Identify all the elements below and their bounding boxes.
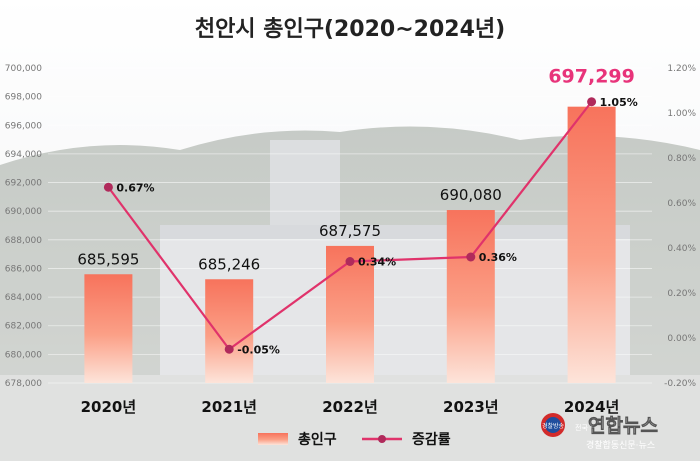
rate-marker: [466, 252, 476, 262]
bar-value-label: 690,080: [440, 186, 502, 204]
category-label: 2024년: [564, 398, 620, 416]
left-tick-label: 688,000: [5, 236, 42, 246]
right-tick-label: 1.00%: [667, 109, 696, 119]
logo-name: 연합뉴스: [588, 415, 658, 437]
line-series: [103, 97, 597, 354]
left-tick-label: 690,000: [5, 207, 42, 217]
bar: [446, 210, 495, 383]
rate-marker: [345, 257, 355, 266]
logo-inner: [545, 417, 561, 433]
rate-value-label: 0.67%: [116, 181, 154, 194]
rate-value-label: -0.05%: [237, 343, 280, 356]
logo-badge-text: 경찰방송: [542, 422, 565, 430]
rate-marker: [103, 182, 113, 192]
left-tick-label: 692,000: [5, 179, 42, 189]
legend: 총인구 증감률: [258, 431, 451, 448]
bar: [567, 106, 616, 384]
logo-side-text: 전국: [575, 423, 588, 432]
bar-value-label: 697,299: [548, 66, 635, 88]
rate-value-label: 1.05%: [600, 96, 638, 109]
bar-value-labels: 685,595 685,246 687,575 690,080 697,299: [77, 66, 634, 274]
bar-value-label: 685,595: [77, 250, 139, 268]
left-tick-label: 682,000: [5, 322, 42, 332]
right-axis: -0.20% 0.00% 0.20% 0.40% 0.60% 0.80% 1.00% 1.20…: [664, 64, 696, 389]
category-labels: 2020년 2021년 2022년 2023년 2024년: [81, 398, 620, 416]
left-tick-label: 698,000: [5, 93, 42, 103]
right-tick-label: 0.80%: [667, 154, 696, 164]
left-tick-label: 696,000: [5, 121, 42, 131]
right-tick-label: 0.00%: [667, 334, 696, 344]
category-label: 2022년: [322, 398, 378, 416]
legend-line-marker: [378, 435, 386, 443]
right-tick-label: 0.40%: [667, 244, 696, 254]
bar: [84, 274, 133, 383]
left-tick-label: 684,000: [5, 293, 42, 303]
left-tick-label: 686,000: [5, 264, 42, 274]
left-tick-label: 700,000: [5, 64, 42, 74]
bar-series: [84, 106, 616, 384]
bar-value-label: 687,575: [319, 222, 381, 240]
left-tick-label: 680,000: [5, 350, 42, 360]
category-label: 2020년: [81, 398, 137, 416]
right-tick-label: -0.20%: [664, 379, 696, 389]
bar-value-label: 685,246: [198, 255, 260, 273]
rate-value-label: 0.34%: [358, 256, 396, 269]
legend-bar-swatch: [258, 433, 288, 445]
logo-subtitle: 경찰합동신문·뉴스: [586, 439, 655, 451]
left-tick-label: 678,000: [5, 379, 42, 389]
bar: [205, 279, 254, 383]
chart-title: 천안시 총인구(2020~2024년): [195, 17, 505, 42]
watermark-logo: 경찰방송 전국 연합뉴스 경찰합동신문·뉴스: [541, 413, 658, 451]
bar: [326, 245, 374, 383]
legend-label-rate: 증감률: [412, 431, 451, 448]
legend-label-population: 총인구: [298, 431, 337, 448]
right-tick-label: 0.20%: [667, 289, 696, 299]
line-value-labels: 0.67% -0.05% 0.34% 0.36% 1.05%: [116, 96, 637, 357]
rate-value-label: 0.36%: [479, 251, 517, 264]
left-axis: 678,000 680,000 682,000 684,000 686,000 688,0…: [5, 64, 42, 389]
left-tick-label: 694,000: [5, 150, 42, 160]
rate-marker: [587, 97, 597, 107]
rate-marker: [224, 344, 234, 354]
right-tick-label: 0.60%: [667, 199, 696, 209]
category-label: 2023년: [443, 398, 499, 416]
right-tick-label: 1.20%: [667, 64, 696, 74]
category-label: 2021년: [201, 398, 257, 416]
